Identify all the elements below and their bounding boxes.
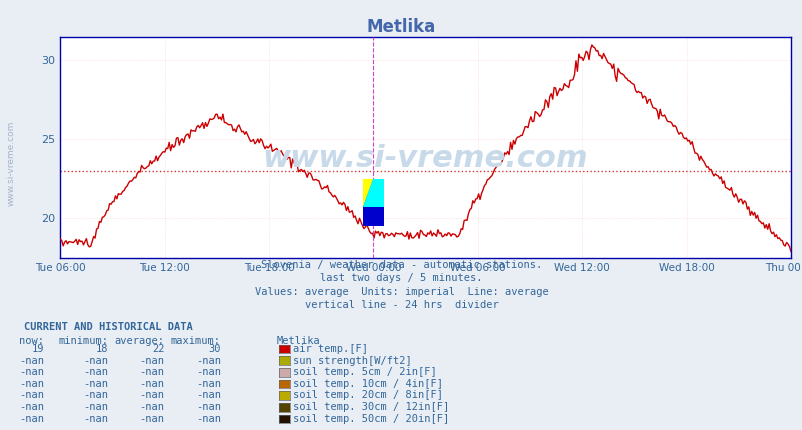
Text: -nan: -nan bbox=[196, 390, 221, 400]
Text: www.si-vreme.com: www.si-vreme.com bbox=[262, 144, 588, 173]
Bar bbox=[363, 179, 383, 226]
Text: -nan: -nan bbox=[19, 414, 44, 424]
Text: -nan: -nan bbox=[140, 356, 164, 365]
Text: -nan: -nan bbox=[83, 414, 108, 424]
Text: -nan: -nan bbox=[83, 390, 108, 400]
Polygon shape bbox=[363, 179, 373, 207]
Text: minimum:: minimum: bbox=[59, 336, 108, 346]
Text: -nan: -nan bbox=[140, 367, 164, 377]
Text: now:: now: bbox=[19, 336, 44, 346]
Text: www.si-vreme.com: www.si-vreme.com bbox=[6, 121, 15, 206]
Text: Slovenia / weather data - automatic stations.
last two days / 5 minutes.
Values:: Slovenia / weather data - automatic stat… bbox=[254, 260, 548, 310]
Text: -nan: -nan bbox=[83, 356, 108, 365]
Text: -nan: -nan bbox=[196, 367, 221, 377]
Text: -nan: -nan bbox=[196, 356, 221, 365]
Text: soil temp. 30cm / 12in[F]: soil temp. 30cm / 12in[F] bbox=[293, 402, 449, 412]
Text: air temp.[F]: air temp.[F] bbox=[293, 344, 367, 354]
Text: -nan: -nan bbox=[19, 379, 44, 389]
Text: -nan: -nan bbox=[19, 356, 44, 365]
Text: sun strength[W/ft2]: sun strength[W/ft2] bbox=[293, 356, 411, 365]
Text: Metlika: Metlika bbox=[277, 336, 320, 346]
Text: -nan: -nan bbox=[83, 367, 108, 377]
Text: -nan: -nan bbox=[196, 414, 221, 424]
Text: average:: average: bbox=[115, 336, 164, 346]
Text: -nan: -nan bbox=[140, 390, 164, 400]
Text: -nan: -nan bbox=[19, 402, 44, 412]
Text: 22: 22 bbox=[152, 344, 164, 354]
Text: soil temp. 10cm / 4in[F]: soil temp. 10cm / 4in[F] bbox=[293, 379, 443, 389]
Text: 30: 30 bbox=[208, 344, 221, 354]
Text: 18: 18 bbox=[95, 344, 108, 354]
Text: soil temp. 5cm / 2in[F]: soil temp. 5cm / 2in[F] bbox=[293, 367, 436, 377]
Text: maximum:: maximum: bbox=[171, 336, 221, 346]
Text: -nan: -nan bbox=[19, 367, 44, 377]
Text: CURRENT AND HISTORICAL DATA: CURRENT AND HISTORICAL DATA bbox=[24, 322, 192, 332]
Text: soil temp. 50cm / 20in[F]: soil temp. 50cm / 20in[F] bbox=[293, 414, 449, 424]
Text: 19: 19 bbox=[31, 344, 44, 354]
Text: -nan: -nan bbox=[196, 379, 221, 389]
Polygon shape bbox=[363, 179, 383, 207]
Text: -nan: -nan bbox=[196, 402, 221, 412]
Text: -nan: -nan bbox=[140, 379, 164, 389]
Text: soil temp. 20cm / 8in[F]: soil temp. 20cm / 8in[F] bbox=[293, 390, 443, 400]
Text: -nan: -nan bbox=[83, 402, 108, 412]
Text: Metlika: Metlika bbox=[367, 18, 435, 36]
Text: -nan: -nan bbox=[83, 379, 108, 389]
Text: -nan: -nan bbox=[140, 414, 164, 424]
Text: -nan: -nan bbox=[140, 402, 164, 412]
Text: -nan: -nan bbox=[19, 390, 44, 400]
